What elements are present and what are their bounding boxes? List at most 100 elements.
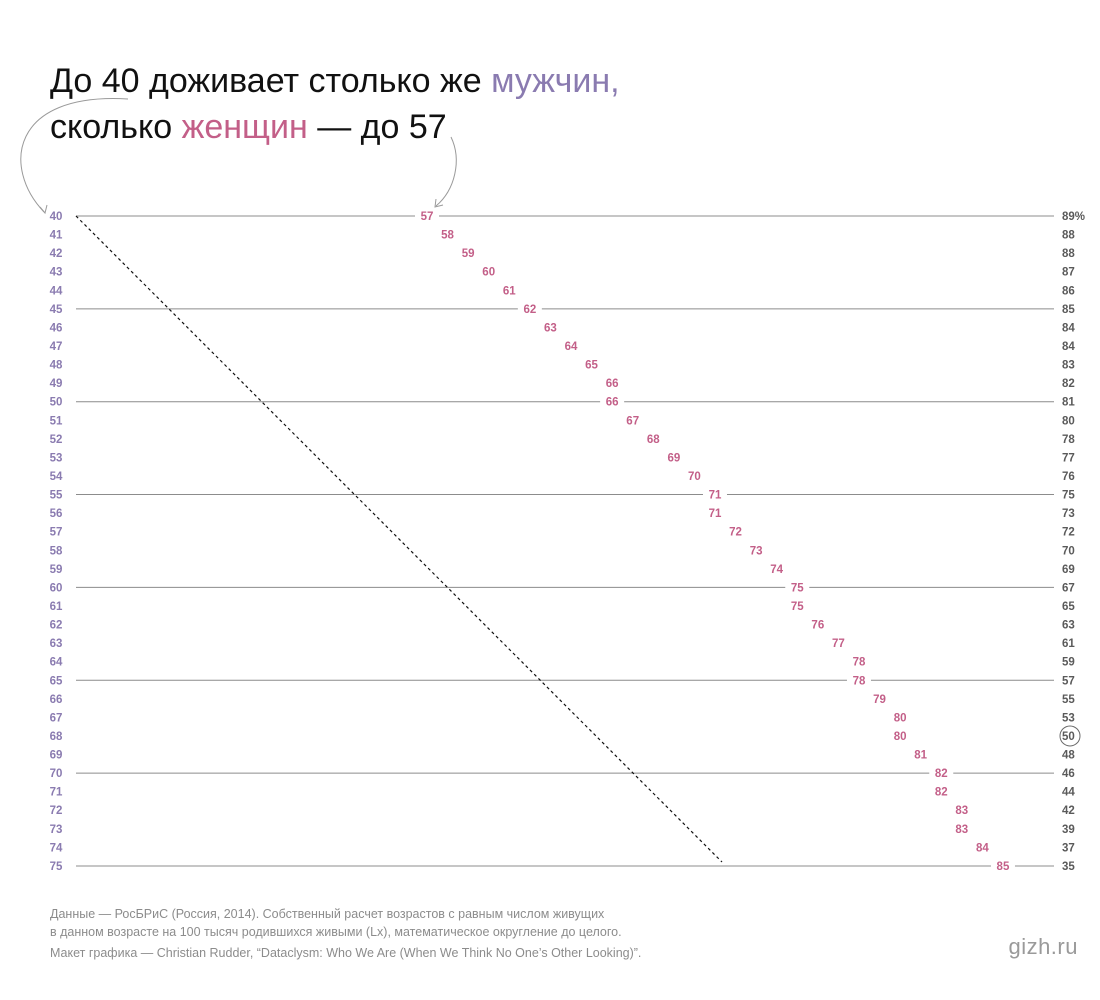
women-age-label: 78: [853, 657, 866, 669]
percent-label-bg: [1054, 597, 1088, 614]
women-label-bg: [600, 375, 625, 392]
percent-label-bg: [1054, 263, 1088, 280]
survivors-percent-label: 39: [1062, 824, 1075, 836]
survivors-percent-label: 55: [1062, 694, 1075, 706]
survivors-percent-label: 57: [1062, 675, 1075, 687]
source-line-2: в данном возрасте на 100 тысяч родившихс…: [50, 925, 622, 939]
percent-label-bg: [1054, 839, 1088, 856]
women-label-bg: [970, 839, 995, 856]
survivors-percent-label: 69: [1062, 564, 1075, 576]
percent-label-bg: [1054, 672, 1088, 689]
men-age-label: 44: [50, 285, 63, 297]
survivors-percent-label: 70: [1062, 545, 1075, 557]
survivors-percent-label: 82: [1062, 378, 1075, 390]
women-age-label: 65: [585, 360, 598, 372]
women-label-bg: [600, 393, 625, 410]
men-age-label: 43: [50, 267, 63, 279]
women-age-label: 71: [709, 508, 722, 520]
women-label-bg: [908, 746, 933, 763]
women-label-bg: [415, 208, 439, 224]
survivors-percent-label: 80: [1062, 415, 1075, 427]
women-label-bg: [846, 653, 871, 670]
survivors-percent-label: 72: [1062, 527, 1075, 539]
women-age-label: 83: [955, 824, 968, 836]
women-label-bg: [661, 449, 686, 466]
women-label-bg: [579, 356, 604, 373]
men-age-label: 64: [50, 657, 63, 669]
survivors-percent-label: 89%: [1062, 211, 1085, 223]
chart-title: До 40 доживает столько же мужчин, скольк…: [50, 58, 620, 150]
women-label-bg: [929, 783, 954, 800]
women-age-label: 61: [503, 285, 516, 297]
percent-label-bg: [1054, 802, 1088, 819]
percent-label-bg: [1054, 523, 1088, 540]
women-age-label: 78: [853, 675, 866, 687]
survivors-percent-label: 87: [1062, 267, 1075, 279]
percent-label-bg: [1054, 319, 1088, 336]
women-age-label: 84: [976, 842, 989, 854]
men-age-label: 47: [50, 341, 63, 353]
percent-label-bg: [1054, 412, 1088, 429]
men-age-label: 59: [50, 564, 63, 576]
women-age-label: 83: [955, 805, 968, 817]
women-label-bg: [826, 635, 851, 652]
men-age-label: 72: [50, 805, 63, 817]
women-age-label: 76: [811, 620, 824, 632]
percent-label-bg: [1054, 709, 1088, 726]
percent-label-bg: [1054, 690, 1088, 707]
women-label-bg: [785, 579, 810, 596]
women-label-bg: [949, 802, 974, 819]
women-age-label: 67: [626, 415, 639, 427]
percent-label-bg: [1054, 300, 1088, 317]
women-label-bg: [744, 542, 769, 559]
percent-label-bg: [1054, 245, 1088, 262]
men-age-label: 67: [50, 712, 63, 724]
women-label-bg: [888, 709, 913, 726]
survivors-percent-label: 37: [1062, 842, 1075, 854]
women-age-label: 80: [894, 731, 907, 743]
survivors-percent-label: 78: [1062, 434, 1075, 446]
survivors-percent-label: 73: [1062, 508, 1075, 520]
source-line-3: Макет графика — Christian Rudder, “Datac…: [50, 946, 642, 960]
source-line-1: Данные — РосБРиС (Россия, 2014). Собстве…: [50, 907, 605, 921]
men-age-label: 68: [50, 731, 63, 743]
survivors-percent-label: 83: [1062, 360, 1075, 372]
survivors-percent-label: 35: [1062, 861, 1075, 873]
percent-label-bg: [1054, 783, 1088, 800]
women-age-label: 63: [544, 322, 557, 334]
men-age-label: 45: [50, 304, 63, 316]
women-label-bg: [805, 616, 830, 633]
survivors-percent-label: 42: [1062, 805, 1075, 817]
women-label-bg: [785, 597, 810, 614]
men-age-label: 57: [50, 527, 63, 539]
percent-label-bg: [1054, 746, 1088, 763]
men-age-label: 41: [50, 230, 63, 242]
survivors-percent-label: 81: [1062, 397, 1075, 409]
women-label-bg: [867, 690, 892, 707]
men-age-label: 46: [50, 322, 63, 334]
men-age-label: 60: [50, 582, 63, 594]
highlight-circle: [1059, 725, 1081, 747]
women-label-bg: [929, 765, 954, 782]
brand-logo: gizh.ru: [1008, 934, 1078, 959]
diagonal-reference-line: [75, 215, 723, 863]
women-label-bg: [723, 523, 748, 540]
title-line1-prefix: До 40 доживает столько же: [50, 62, 492, 100]
men-age-label: 51: [50, 415, 63, 427]
percent-label-bg: [1054, 375, 1088, 392]
women-age-label: 71: [709, 490, 722, 502]
men-age-label: 63: [50, 638, 63, 650]
men-age-label: 58: [50, 545, 63, 557]
women-label-bg: [764, 560, 789, 577]
women-age-label: 58: [441, 230, 454, 242]
women-age-label: 77: [832, 638, 845, 650]
women-age-label: 75: [791, 582, 804, 594]
women-age-label: 69: [667, 452, 680, 464]
percent-label-bg: [1054, 560, 1088, 577]
survivors-percent-label: 77: [1062, 452, 1075, 464]
percent-label-bg: [1054, 653, 1088, 670]
percent-label-bg: [1054, 208, 1088, 224]
men-age-label: 74: [50, 842, 63, 854]
women-age-label: 59: [462, 248, 475, 260]
women-label-bg: [558, 337, 583, 354]
